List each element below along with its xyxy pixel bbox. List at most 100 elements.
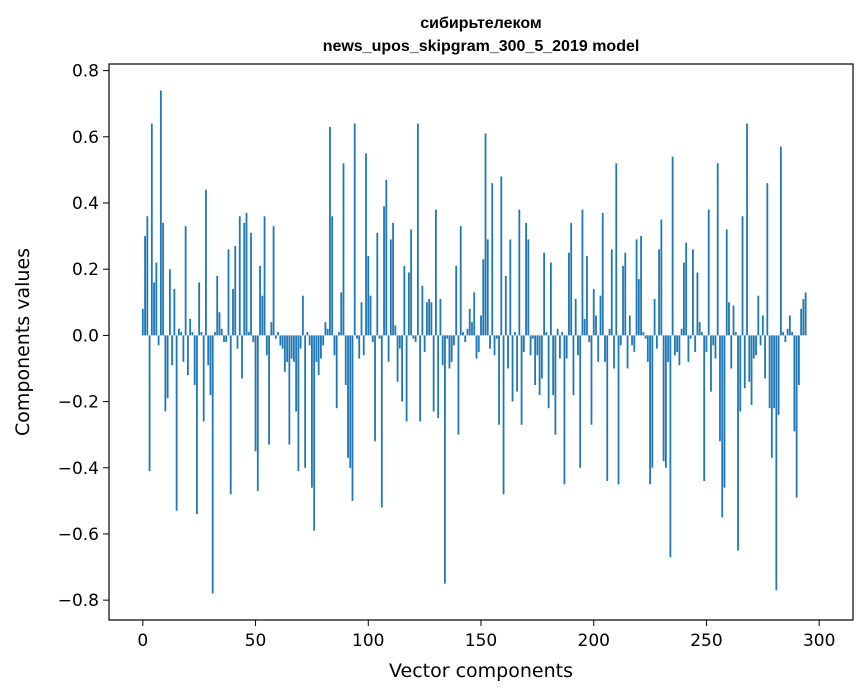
bar-74 bbox=[308, 335, 311, 346]
bar-187 bbox=[563, 335, 566, 485]
bar-92 bbox=[349, 335, 352, 468]
bar-102 bbox=[371, 335, 374, 342]
bar-189 bbox=[568, 252, 570, 336]
bar-43 bbox=[238, 216, 241, 336]
chart-title-line2: news_upos_skipgram_300_5_2019 model bbox=[323, 38, 640, 55]
plot-frame bbox=[108, 63, 854, 621]
bar-280 bbox=[773, 335, 775, 409]
x-tick-label: 150 bbox=[465, 631, 497, 651]
bar-111 bbox=[392, 222, 394, 336]
bar-230 bbox=[660, 219, 663, 336]
bar-14 bbox=[173, 289, 176, 336]
bar-193 bbox=[577, 335, 579, 356]
bar-59 bbox=[274, 335, 277, 339]
bar-130 bbox=[435, 209, 437, 336]
bar-37 bbox=[225, 335, 228, 342]
bar-172 bbox=[529, 335, 532, 356]
bar-223 bbox=[644, 335, 647, 339]
bar-238 bbox=[678, 335, 681, 366]
bar-34 bbox=[218, 312, 221, 336]
bar-79 bbox=[320, 335, 322, 359]
bar-247 bbox=[698, 322, 701, 336]
bar-159 bbox=[500, 176, 503, 336]
bar-215 bbox=[626, 335, 629, 369]
bar-261 bbox=[730, 335, 733, 369]
bar-10 bbox=[164, 335, 167, 412]
bar-154 bbox=[489, 335, 491, 349]
bar-26 bbox=[200, 332, 203, 336]
bar-289 bbox=[793, 335, 796, 432]
bar-46 bbox=[245, 212, 248, 336]
bar-35 bbox=[220, 328, 223, 336]
bar-137 bbox=[450, 335, 453, 362]
bar-126 bbox=[425, 302, 428, 336]
bar-135 bbox=[446, 335, 449, 339]
bar-32 bbox=[214, 332, 216, 336]
bar-64 bbox=[286, 335, 289, 362]
bar-260 bbox=[728, 302, 730, 336]
bar-293 bbox=[802, 298, 805, 336]
bar-194 bbox=[579, 335, 582, 468]
bar-107 bbox=[383, 206, 385, 336]
bar-211 bbox=[617, 335, 620, 485]
bar-48 bbox=[250, 232, 252, 336]
bar-204 bbox=[601, 212, 604, 336]
bar-244 bbox=[692, 249, 694, 336]
bar-2 bbox=[146, 216, 149, 336]
bar-264 bbox=[737, 335, 739, 551]
bar-57 bbox=[270, 322, 273, 336]
bar-283 bbox=[779, 146, 782, 336]
bar-136 bbox=[448, 335, 451, 369]
bar-95 bbox=[356, 335, 358, 339]
bar-17 bbox=[180, 332, 183, 336]
bar-81 bbox=[324, 322, 327, 336]
bar-256 bbox=[719, 335, 721, 442]
bar-157 bbox=[495, 335, 498, 339]
bar-210 bbox=[615, 163, 618, 336]
bar-143 bbox=[464, 335, 467, 342]
bar-254 bbox=[714, 335, 717, 359]
bar-198 bbox=[588, 335, 591, 342]
bar-265 bbox=[739, 335, 742, 412]
bar-173 bbox=[531, 335, 534, 339]
bar-22 bbox=[191, 332, 194, 336]
bar-80 bbox=[322, 335, 325, 346]
bar-242 bbox=[687, 335, 690, 362]
chart-title-line1: сибирьтелеком bbox=[420, 15, 541, 32]
bar-203 bbox=[599, 295, 602, 336]
bar-101 bbox=[369, 295, 372, 336]
bar-169 bbox=[522, 335, 525, 352]
bar-70 bbox=[299, 335, 302, 349]
bar-245 bbox=[694, 335, 697, 352]
bar-207 bbox=[608, 328, 611, 336]
bar-219 bbox=[635, 239, 638, 336]
bar-240 bbox=[683, 262, 685, 336]
bar-84 bbox=[331, 216, 334, 336]
bar-199 bbox=[590, 335, 593, 425]
bar-287 bbox=[788, 315, 791, 336]
bar-63 bbox=[283, 335, 286, 372]
bar-155 bbox=[491, 183, 494, 336]
bar-237 bbox=[676, 335, 679, 352]
bar-115 bbox=[401, 335, 403, 402]
bar-76 bbox=[313, 335, 316, 531]
bar-285 bbox=[784, 335, 787, 342]
bar-158 bbox=[498, 335, 500, 425]
bar-165 bbox=[513, 332, 516, 336]
bar-20 bbox=[187, 335, 189, 376]
bar-284 bbox=[782, 332, 785, 336]
y-tick-label: −0.2 bbox=[58, 393, 99, 413]
bar-292 bbox=[800, 308, 803, 336]
bar-86 bbox=[335, 335, 338, 409]
y-tick-label: −0.4 bbox=[58, 459, 99, 479]
bar-269 bbox=[748, 335, 751, 382]
bar-60 bbox=[277, 332, 279, 336]
bar-30 bbox=[209, 335, 212, 395]
bar-248 bbox=[701, 332, 703, 336]
bar-220 bbox=[637, 279, 640, 336]
bar-221 bbox=[640, 236, 642, 336]
bar-133 bbox=[441, 335, 444, 366]
bar-251 bbox=[707, 209, 710, 336]
x-axis-label: Vector components bbox=[389, 660, 573, 682]
bar-16 bbox=[177, 328, 180, 336]
